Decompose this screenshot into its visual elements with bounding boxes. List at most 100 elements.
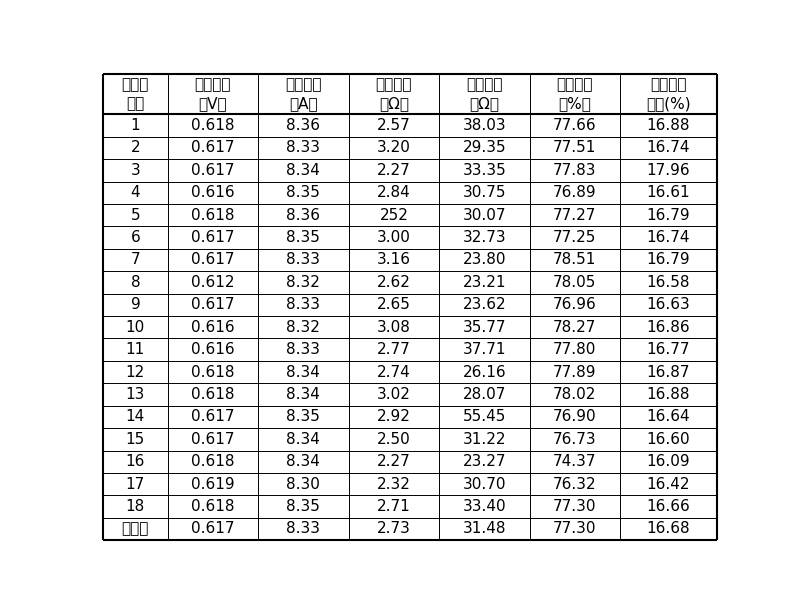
Text: 2.73: 2.73 xyxy=(377,522,410,536)
Text: 0.612: 0.612 xyxy=(191,275,234,290)
Bar xyxy=(103,339,168,361)
Text: 30.70: 30.70 xyxy=(462,477,506,492)
Bar xyxy=(439,204,530,226)
Bar xyxy=(530,204,620,226)
Text: 17.96: 17.96 xyxy=(646,163,690,178)
Text: 0.617: 0.617 xyxy=(191,432,234,447)
Bar xyxy=(103,204,168,226)
Text: 8.32: 8.32 xyxy=(286,275,320,290)
Text: 5: 5 xyxy=(130,207,140,223)
Text: 76.32: 76.32 xyxy=(553,477,597,492)
Text: 8.36: 8.36 xyxy=(286,207,320,223)
Text: 3: 3 xyxy=(130,163,140,178)
Text: 0.616: 0.616 xyxy=(191,342,234,357)
Text: 8.30: 8.30 xyxy=(286,477,320,492)
Text: 0.618: 0.618 xyxy=(191,499,234,514)
Text: 76.73: 76.73 xyxy=(553,432,597,447)
Text: 16.68: 16.68 xyxy=(646,522,690,536)
Bar xyxy=(168,226,258,249)
Bar xyxy=(103,137,168,159)
Text: 16.64: 16.64 xyxy=(646,409,690,424)
Text: 11: 11 xyxy=(126,342,145,357)
Text: 8.34: 8.34 xyxy=(286,163,320,178)
Bar xyxy=(439,249,530,271)
Bar xyxy=(349,473,439,496)
Bar xyxy=(530,271,620,294)
Bar xyxy=(258,271,349,294)
Text: 8.35: 8.35 xyxy=(286,409,320,424)
Text: 74.37: 74.37 xyxy=(553,454,597,469)
Text: 16.79: 16.79 xyxy=(646,252,690,268)
Bar xyxy=(168,204,258,226)
Text: 16.79: 16.79 xyxy=(646,207,690,223)
Text: 16.86: 16.86 xyxy=(646,320,690,335)
Text: 78.05: 78.05 xyxy=(553,275,597,290)
Text: 18: 18 xyxy=(126,499,145,514)
Bar xyxy=(168,114,258,137)
Text: 16.74: 16.74 xyxy=(646,230,690,245)
Text: 0.616: 0.616 xyxy=(191,185,234,200)
Bar xyxy=(349,518,439,540)
Text: 16.66: 16.66 xyxy=(646,499,690,514)
Bar xyxy=(620,271,717,294)
Bar xyxy=(349,271,439,294)
Text: 10: 10 xyxy=(126,320,145,335)
Bar xyxy=(530,361,620,383)
Bar xyxy=(530,473,620,496)
Bar xyxy=(530,316,620,339)
Text: 2.57: 2.57 xyxy=(377,118,410,133)
Text: 77.89: 77.89 xyxy=(553,365,597,379)
Text: 77.30: 77.30 xyxy=(553,499,597,514)
Bar xyxy=(258,182,349,204)
Text: 平均值: 平均值 xyxy=(122,522,149,536)
Text: 38.03: 38.03 xyxy=(462,118,506,133)
Text: 76.96: 76.96 xyxy=(553,297,597,313)
Text: 13: 13 xyxy=(126,387,145,402)
Text: 8.34: 8.34 xyxy=(286,454,320,469)
Bar xyxy=(168,518,258,540)
Text: 0.617: 0.617 xyxy=(191,522,234,536)
Bar xyxy=(349,496,439,518)
Bar xyxy=(168,249,258,271)
Bar xyxy=(349,74,439,114)
Text: 30.75: 30.75 xyxy=(462,185,506,200)
Bar xyxy=(168,182,258,204)
Bar xyxy=(530,159,620,182)
Text: 0.617: 0.617 xyxy=(191,297,234,313)
Bar xyxy=(620,473,717,496)
Bar xyxy=(439,294,530,316)
Text: 3.02: 3.02 xyxy=(377,387,410,402)
Bar xyxy=(258,473,349,496)
Text: 7: 7 xyxy=(130,252,140,268)
Text: 8.34: 8.34 xyxy=(286,365,320,379)
Text: 2.74: 2.74 xyxy=(377,365,410,379)
Text: 28.07: 28.07 xyxy=(462,387,506,402)
Bar xyxy=(439,406,530,428)
Text: 17: 17 xyxy=(126,477,145,492)
Text: 16.61: 16.61 xyxy=(646,185,690,200)
Text: 76.89: 76.89 xyxy=(553,185,597,200)
Bar xyxy=(349,226,439,249)
Bar xyxy=(530,383,620,406)
Bar xyxy=(349,182,439,204)
Bar xyxy=(439,496,530,518)
Bar xyxy=(439,473,530,496)
Bar xyxy=(530,406,620,428)
Bar xyxy=(103,249,168,271)
Bar xyxy=(103,316,168,339)
Text: 77.80: 77.80 xyxy=(553,342,597,357)
Text: 0.618: 0.618 xyxy=(191,365,234,379)
Text: 76.90: 76.90 xyxy=(553,409,597,424)
Text: 16.42: 16.42 xyxy=(646,477,690,492)
Text: 33.40: 33.40 xyxy=(462,499,506,514)
Text: 78.51: 78.51 xyxy=(553,252,597,268)
Text: 2.62: 2.62 xyxy=(377,275,410,290)
Text: 8: 8 xyxy=(130,275,140,290)
Bar xyxy=(349,137,439,159)
Bar xyxy=(620,226,717,249)
Text: 55.45: 55.45 xyxy=(462,409,506,424)
Bar xyxy=(258,428,349,451)
Text: 8.36: 8.36 xyxy=(286,118,320,133)
Text: 78.27: 78.27 xyxy=(553,320,597,335)
Text: 8.33: 8.33 xyxy=(286,342,320,357)
